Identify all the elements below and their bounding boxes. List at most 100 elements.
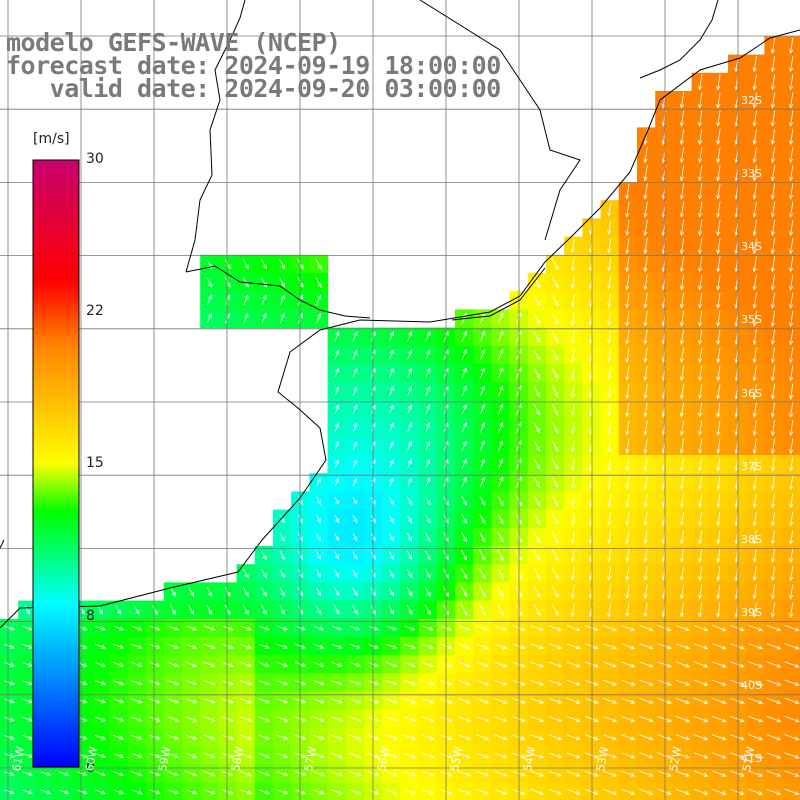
wind-cell <box>782 637 800 656</box>
wind-arrow <box>458 661 471 668</box>
wind-arrow <box>533 458 541 470</box>
wind-arrow <box>479 513 486 525</box>
wind-arrow <box>334 386 340 396</box>
wind-cell <box>782 746 800 765</box>
wind-arrow <box>22 753 34 758</box>
wind-arrow <box>112 716 125 722</box>
wind-arrow <box>224 586 231 597</box>
wind-arrow <box>425 404 431 415</box>
wind-arrow <box>225 294 231 306</box>
wind-arrow <box>94 753 107 758</box>
wind-cell <box>782 764 800 784</box>
wind-arrow <box>570 367 576 380</box>
wind-arrow <box>607 421 612 435</box>
wind-arrow <box>730 625 745 632</box>
wind-arrow <box>693 752 709 759</box>
wind-arrow <box>424 568 431 579</box>
wind-arrow <box>711 752 727 759</box>
wind-arrow <box>494 643 508 650</box>
wind-arrow <box>716 602 721 618</box>
wind-arrow <box>533 440 541 452</box>
wind-arrow <box>752 529 757 545</box>
wind-arrow <box>584 697 599 704</box>
wind-arrow <box>530 698 545 704</box>
wind-arrow <box>261 312 267 324</box>
wind-arrow <box>603 661 618 668</box>
wind-arrow <box>679 237 685 255</box>
wind-arrow <box>716 347 721 364</box>
wind-arrow <box>675 697 691 704</box>
wind-arrow <box>316 496 321 506</box>
wind-arrow <box>643 494 648 508</box>
wind-arrow <box>548 770 563 777</box>
wind-arrow <box>203 771 216 777</box>
wind-arrow <box>766 752 782 759</box>
wind-arrow <box>425 367 431 378</box>
wind-arrow <box>352 533 358 542</box>
wind-cell <box>327 782 347 800</box>
wind-arrow <box>530 643 544 650</box>
wind-arrow <box>279 514 285 524</box>
wind-arrow <box>349 680 362 686</box>
wind-arrow <box>330 716 344 722</box>
wind-arrow <box>643 329 648 345</box>
wind-arrow <box>313 643 325 649</box>
wind-arrow <box>388 569 394 579</box>
wind-arrow <box>657 661 672 668</box>
wind-arrow <box>479 367 485 379</box>
wind-arrow <box>312 752 325 759</box>
wind-arrow <box>729 716 745 723</box>
wind-arrow <box>698 493 703 508</box>
coastline <box>0 0 800 629</box>
wind-arrow <box>461 385 467 397</box>
wind-arrow <box>551 567 559 580</box>
wind-cell <box>72 782 92 800</box>
wind-arrow <box>461 568 468 579</box>
wind-arrow <box>461 422 467 433</box>
wind-arrow <box>625 457 630 472</box>
wind-arrow <box>711 625 727 632</box>
wind-arrow <box>551 312 559 325</box>
wind-arrow <box>570 439 576 453</box>
wind-cell <box>200 782 219 800</box>
wind-arrow <box>131 734 143 740</box>
wind-arrow <box>693 679 709 686</box>
wind-arrow <box>639 697 654 704</box>
wind-arrow <box>711 697 727 704</box>
wind-arrow <box>497 495 504 507</box>
wind-arrow <box>730 661 745 668</box>
wind-arrow <box>570 403 576 417</box>
wind-arrow <box>570 348 575 362</box>
wind-arrow <box>657 788 672 795</box>
wind-arrow <box>603 643 618 650</box>
wind-arrow <box>352 477 358 487</box>
wind-arrow <box>679 365 685 382</box>
wind-arrow <box>716 110 721 127</box>
wind-arrow <box>607 312 612 326</box>
wind-arrow <box>607 494 612 508</box>
wind-arrow <box>334 331 340 342</box>
wind-arrow <box>334 533 340 542</box>
wind-arrow <box>770 529 776 545</box>
wind-arrow <box>457 752 471 759</box>
wind-arrow <box>479 330 486 343</box>
wind-arrow <box>679 402 685 418</box>
wind-arrow <box>639 643 654 650</box>
wind-arrow <box>279 605 285 615</box>
wind-arrow <box>698 256 703 273</box>
wind-arrow <box>498 440 504 452</box>
wind-arrow <box>748 679 764 686</box>
wind-arrow <box>770 165 776 182</box>
wind-arrow <box>657 643 672 650</box>
wind-arrow <box>425 532 431 542</box>
wind-arrow <box>693 643 709 650</box>
wind-arrow <box>334 459 339 469</box>
wind-arrow <box>679 530 685 545</box>
wind-arrow <box>315 258 322 270</box>
wind-arrow <box>679 146 685 164</box>
wind-arrow <box>312 680 325 686</box>
wind-arrow <box>276 643 289 649</box>
wind-arrow <box>352 459 358 469</box>
wind-arrow <box>570 293 575 308</box>
wind-cell <box>746 782 765 800</box>
